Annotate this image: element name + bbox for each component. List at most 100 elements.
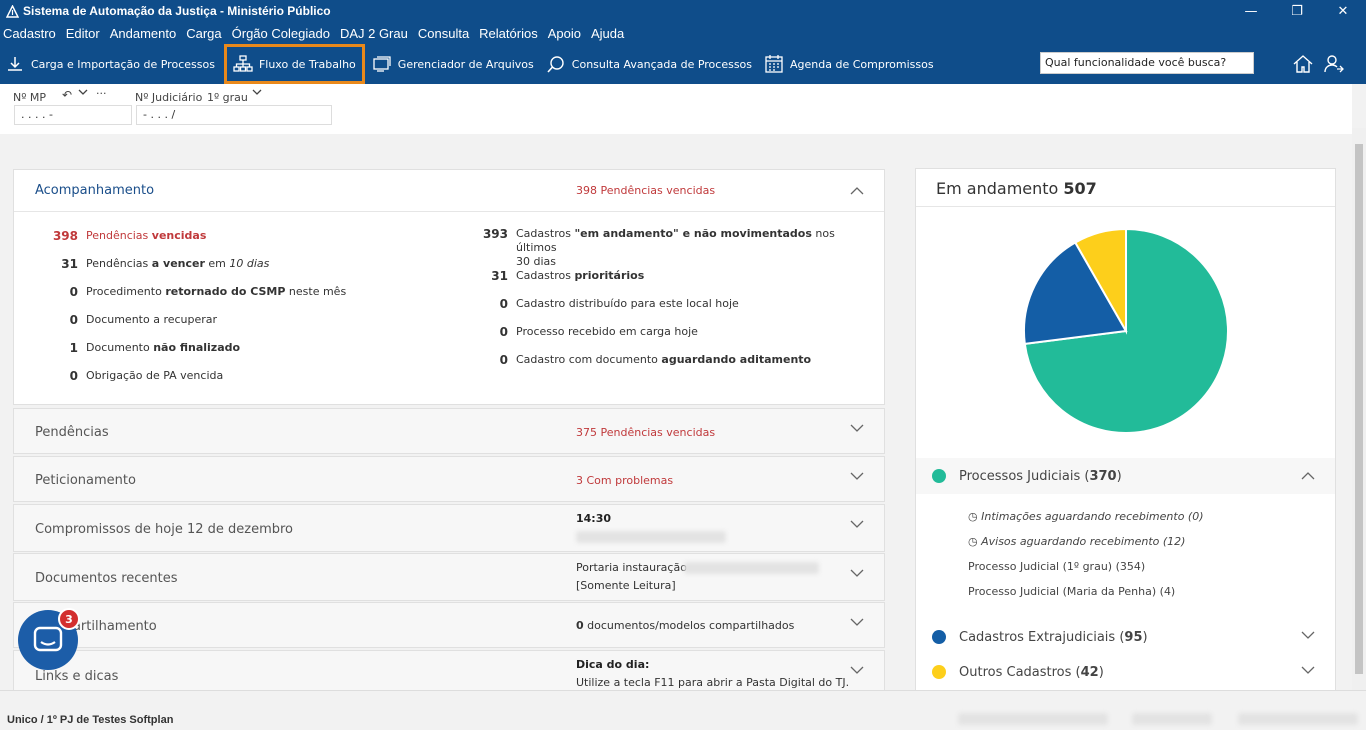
chevron-down-icon[interactable] <box>850 421 864 435</box>
pendencias-panel[interactable]: Pendências 375 Pendências vencidas <box>13 408 885 454</box>
scrollbar-thumb[interactable] <box>1355 144 1363 674</box>
menu-bar: Cadastro Editor Andamento Carga Órgão Co… <box>0 22 1366 44</box>
blurred-documento <box>684 562 819 574</box>
dica-title: Dica do dia: <box>576 658 650 671</box>
chevron-down-icon[interactable] <box>850 566 864 580</box>
agenda-compromissos-button[interactable]: Agenda de Compromissos <box>759 47 939 81</box>
avisos-item[interactable]: ◷ Avisos aguardando recebimento (12) <box>968 535 1186 548</box>
compromissos-title: Compromissos de hoje 12 de dezembro <box>35 521 294 537</box>
vertical-scrollbar[interactable] <box>1352 128 1366 690</box>
extrajudiciais-legend-dot <box>932 630 946 644</box>
processos-judiciais-label: Processos Judiciais (370) <box>959 468 1122 484</box>
close-button[interactable]: ✕ <box>1337 3 1349 19</box>
chevron-up-icon[interactable] <box>1301 469 1315 483</box>
documentos-panel[interactable]: Documentos recentes Portaria instauração… <box>13 553 885 601</box>
menu-cadastro[interactable]: Cadastro <box>3 25 56 41</box>
app-logo-icon <box>5 4 19 18</box>
pie-slice-extrajudiciais[interactable] <box>1023 241 1128 346</box>
compartilhamento-panel[interactable]: Compartilhamento 0 documentos/modelos co… <box>13 602 885 648</box>
documentos-title: Documentos recentes <box>35 570 178 586</box>
peticionamento-header[interactable]: Peticionamento 3 Com problemas <box>14 457 884 503</box>
stat-distribuido-hoje[interactable]: 0 Cadastro distribuído para este local h… <box>499 297 739 311</box>
peticionamento-panel[interactable]: Peticionamento 3 Com problemas <box>13 456 885 502</box>
status-pie-chart[interactable] <box>916 207 1335 457</box>
chevron-down-icon[interactable] <box>1301 663 1315 677</box>
menu-daj-2-grau[interactable]: DAJ 2 Grau <box>339 25 408 41</box>
outros-cadastros-section[interactable]: Outros Cadastros (42) <box>916 655 1335 689</box>
chevron-down-icon[interactable] <box>850 615 864 629</box>
stat-nao-movimentados[interactable]: 393 Cadastros "em andamento" e não movim… <box>482 227 835 268</box>
menu-orgao-colegiado[interactable]: Órgão Colegiado <box>231 25 330 41</box>
minimize-button[interactable]: — <box>1244 3 1258 19</box>
processo-1-grau-item[interactable]: Processo Judicial (1º grau) (354) <box>968 560 1146 573</box>
consulta-avancada-button[interactable]: Consulta Avançada de Processos <box>541 47 757 81</box>
menu-ajuda[interactable]: Ajuda <box>590 25 625 41</box>
chevron-up-icon[interactable] <box>850 184 864 198</box>
undo-icon[interactable]: ↶ <box>62 88 73 102</box>
chevron-down-icon[interactable] <box>850 663 864 677</box>
processo-maria-penha-item[interactable]: Processo Judicial (Maria da Penha) (4) <box>968 585 1176 598</box>
home-icon[interactable] <box>1292 53 1314 75</box>
documento-name[interactable]: Portaria instauração <box>576 561 687 574</box>
cadastros-extrajudiciais-label: Cadastros Extrajudiciais (95) <box>959 629 1148 645</box>
grau-select[interactable]: 1º grau <box>207 91 248 104</box>
carga-importacao-label: Carga e Importação de Processos <box>31 57 215 71</box>
chevron-down-icon[interactable] <box>850 469 864 483</box>
links-title: Links e dicas <box>35 668 119 684</box>
mp-number-input[interactable]: . . . . - <box>14 105 132 125</box>
grau-chevron-icon[interactable] <box>252 87 262 100</box>
pendencias-header[interactable]: Pendências 375 Pendências vencidas <box>14 409 884 455</box>
links-panel[interactable]: Links e dicas Dica do dia: Utilize a tec… <box>13 650 885 690</box>
stat-recebido-carga[interactable]: 0 Processo recebido em carga hoje <box>499 325 698 339</box>
compartilhamento-header[interactable]: Compartilhamento 0 documentos/modelos co… <box>14 603 884 649</box>
outros-legend-dot <box>932 665 946 679</box>
links-header[interactable]: Links e dicas Dica do dia: Utilize a tec… <box>14 651 884 690</box>
menu-carga[interactable]: Carga <box>186 25 222 41</box>
outros-cadastros-label: Outros Cadastros (42) <box>959 664 1104 680</box>
stat-prioritarios[interactable]: 31 Cadastros prioritários <box>491 269 645 283</box>
search-document-icon <box>546 54 566 74</box>
gerenciador-arquivos-button[interactable]: Gerenciador de Arquivos <box>367 47 539 81</box>
chat-icon <box>33 626 63 652</box>
processos-judiciais-section[interactable]: Processos Judiciais (370) <box>916 458 1335 494</box>
menu-relatorios[interactable]: Relatórios <box>479 25 538 41</box>
judiciario-number-label: Nº Judiciário <box>135 91 203 104</box>
stat-pendencias-vencidas[interactable]: 398 Pendências vencidas <box>52 229 207 243</box>
chat-notification-badge: 3 <box>58 608 80 630</box>
pie-slice-outros[interactable] <box>1073 227 1127 335</box>
restore-button[interactable]: ❐ <box>1291 3 1303 19</box>
calendar-icon <box>764 54 784 74</box>
stat-retornado-csmp[interactable]: 0 Procedimento retornado do CSMP neste m… <box>69 285 347 299</box>
agenda-compromissos-label: Agenda de Compromissos <box>790 57 934 71</box>
menu-editor[interactable]: Editor <box>65 25 100 41</box>
stat-obrigacao-vencida[interactable]: 0 Obrigação de PA vencida <box>69 369 224 383</box>
blurred-status-1 <box>958 713 1108 725</box>
blurred-status-3 <box>1238 713 1358 725</box>
menu-consulta[interactable]: Consulta <box>417 25 470 41</box>
intimacoes-item[interactable]: ◷ Intimações aguardando recebimento (0) <box>968 510 1204 523</box>
documentos-header[interactable]: Documentos recentes Portaria instauração… <box>14 554 884 602</box>
user-switch-icon[interactable] <box>1323 53 1345 75</box>
cadastros-extrajudiciais-section[interactable]: Cadastros Extrajudiciais (95) <box>916 620 1335 654</box>
compromissos-panel[interactable]: Compromissos de hoje 12 de dezembro 14:3… <box>13 504 885 552</box>
stat-pendencias-a-vencer[interactable]: 31 Pendências a vencer em 10 dias <box>61 257 270 271</box>
chevron-down-icon[interactable] <box>1301 628 1315 642</box>
acompanhamento-header[interactable]: Acompanhamento 398 Pendências vencidas <box>14 170 884 212</box>
feature-search-input[interactable]: Qual funcionalidade você busca? <box>1040 52 1254 74</box>
consulta-avancada-label: Consulta Avançada de Processos <box>571 57 753 71</box>
carga-importacao-button[interactable]: Carga e Importação de Processos <box>0 47 220 81</box>
chevron-down-icon[interactable] <box>850 517 864 531</box>
compromissos-header[interactable]: Compromissos de hoje 12 de dezembro 14:3… <box>14 505 884 553</box>
fluxo-trabalho-button[interactable]: Fluxo de Trabalho <box>223 44 365 84</box>
stat-aguardando-aditamento[interactable]: 0 Cadastro com documento aguardando adit… <box>499 353 812 367</box>
workflow-icon <box>233 54 253 74</box>
compartilhamento-note: 0 documentos/modelos compartilhados <box>576 619 795 632</box>
menu-apoio[interactable]: Apoio <box>547 25 581 41</box>
stat-documento-recuperar[interactable]: 0 Documento a recuperar <box>69 313 218 327</box>
menu-andamento[interactable]: Andamento <box>109 25 177 41</box>
judiciario-number-input[interactable]: - . . . / <box>136 105 332 125</box>
more-options-icon[interactable]: ··· <box>96 87 107 100</box>
chevron-down-icon[interactable] <box>78 87 88 100</box>
stat-nao-finalizado[interactable]: 1 Documento não finalizado <box>69 341 241 355</box>
dica-text: Utilize a tecla F11 para abrir a Pasta D… <box>576 676 850 689</box>
